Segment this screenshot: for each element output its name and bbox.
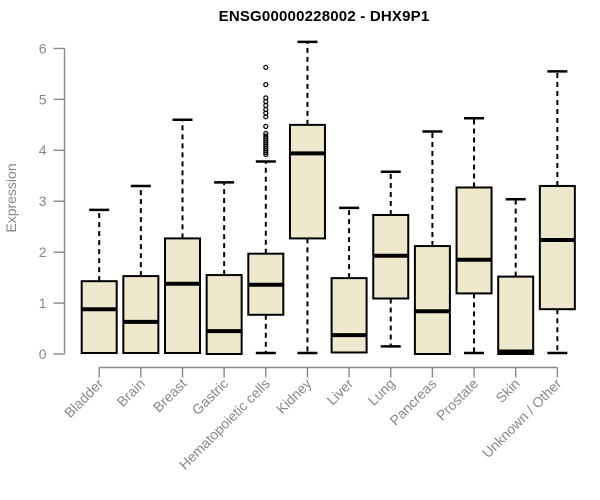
outlier-point — [263, 130, 269, 137]
box-gastric — [205, 181, 243, 356]
y-tick-label: 5 — [39, 91, 47, 107]
outlier-point — [263, 123, 269, 129]
y-tick-label: 3 — [39, 193, 47, 209]
x-category-label-lung: Lung — [365, 375, 398, 408]
x-category-label-skin: Skin — [492, 375, 523, 406]
box-unknown-other — [538, 70, 576, 355]
y-tick-label: 0 — [39, 346, 47, 362]
x-category-label-bladder: Bladder — [61, 375, 107, 421]
x-category-label-prostate: Prostate — [433, 375, 481, 423]
box-rect — [122, 275, 160, 354]
outlier-point — [263, 106, 269, 113]
box-rect — [413, 245, 451, 356]
y-tick-label: 4 — [39, 142, 47, 158]
box-rect — [205, 274, 243, 356]
outlier-point — [263, 95, 269, 101]
outlier-point — [263, 64, 269, 70]
outlier-point — [263, 102, 269, 109]
box-kidney — [288, 40, 326, 355]
box-rect — [164, 237, 201, 354]
y-tick-label: 1 — [39, 295, 47, 311]
x-category-label-brain: Brain — [114, 375, 148, 409]
box-rect — [497, 275, 535, 355]
box-rect — [80, 280, 118, 354]
x-category-label-breast: Breast — [150, 375, 190, 415]
box-skin — [497, 197, 535, 355]
y-axis: 0 1 2 3 4 5 6 — [39, 40, 66, 362]
box-liver — [330, 206, 368, 354]
y-tick-label: 2 — [39, 244, 47, 260]
box-prostate — [455, 116, 493, 355]
box-brain — [122, 184, 160, 354]
box-rect — [330, 277, 368, 354]
chart-title: ENSG00000228002 - DHX9P1 — [218, 8, 430, 25]
outlier-point — [263, 133, 269, 139]
x-category-label-kidney: Kidney — [273, 375, 315, 417]
x-category-label-unknown-other: Unknown / Other — [479, 375, 565, 461]
box-rect — [288, 123, 326, 240]
box-breast — [164, 118, 201, 354]
box-hematopoietic-cells — [247, 64, 285, 355]
box-pancreas — [413, 130, 451, 356]
x-category-label-liver: Liver — [323, 375, 356, 408]
outlier-point — [263, 82, 269, 88]
box-rect — [455, 186, 493, 295]
box-rect — [538, 184, 576, 311]
box-bladder — [80, 208, 118, 354]
y-tick-label: 6 — [39, 40, 47, 56]
box-lung — [372, 170, 410, 348]
